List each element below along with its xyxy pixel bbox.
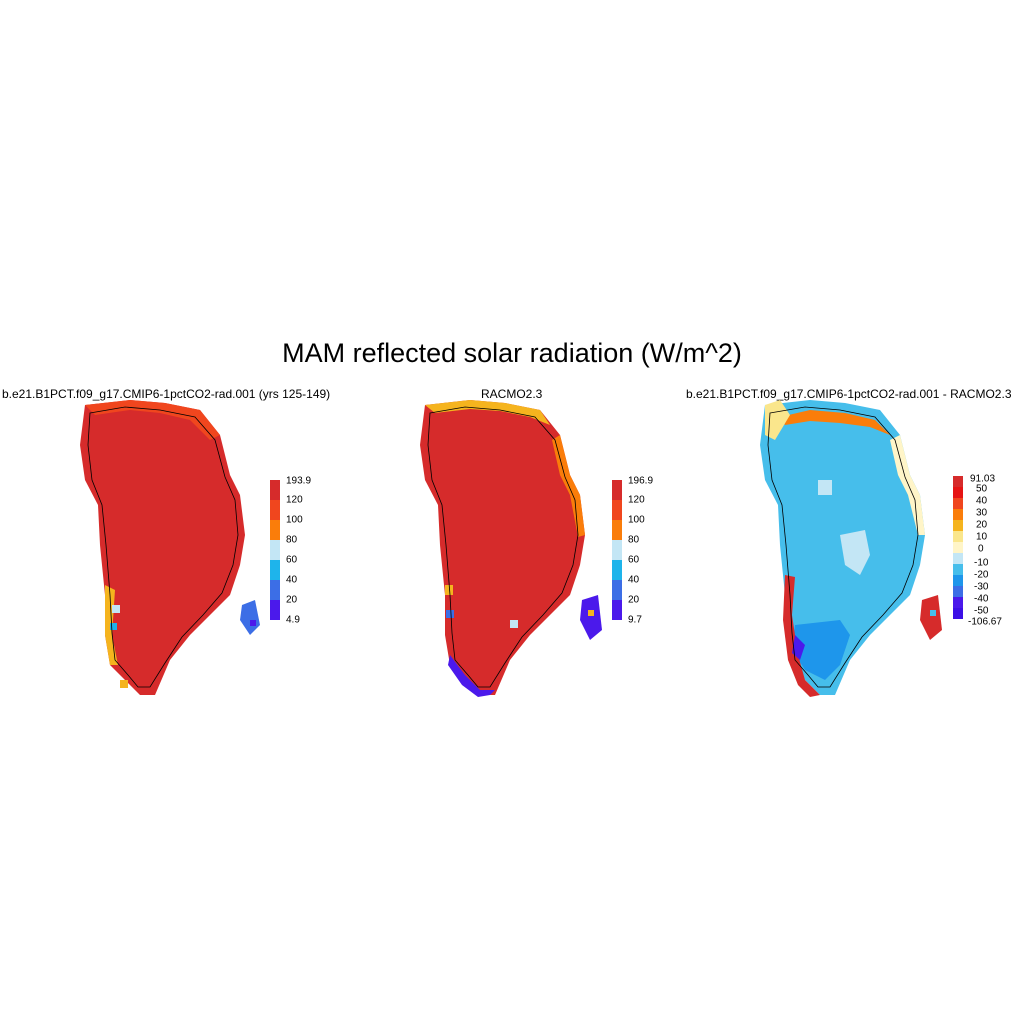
greenland-landmass	[80, 400, 245, 695]
edge-band-south	[792, 635, 805, 660]
colorbar-label: 50	[976, 483, 988, 495]
edge-pixel	[110, 623, 117, 630]
colorbar-swatch	[953, 498, 963, 509]
edge-band-south	[448, 655, 495, 697]
colorbar-label: 20	[286, 594, 298, 606]
colorbar-label: 60	[286, 554, 298, 566]
colorbar-label: 0	[978, 543, 984, 555]
colorbar-label: -106.67	[968, 616, 1002, 628]
south-region	[792, 620, 850, 680]
edge-band-north	[85, 400, 220, 440]
colorbar-label: 120	[286, 494, 303, 506]
colorbar-label: -40	[974, 593, 989, 605]
colorbar-label: -30	[974, 581, 989, 593]
island-east	[240, 600, 260, 635]
colorbar-label: 30	[976, 507, 988, 519]
colorbar-swatch	[953, 586, 963, 597]
colorbar-swatch	[953, 597, 963, 608]
colorbar-label: 40	[286, 574, 298, 586]
coastline	[87, 406, 239, 688]
panel-title-model: b.e21.B1PCT.f09_g17.CMIP6-1pctCO2-rad.00…	[2, 387, 331, 401]
greenland-landmass	[420, 400, 585, 695]
colorbar-label: -20	[974, 569, 989, 581]
colorbar-label: 60	[628, 554, 640, 566]
colorbar-label: 9.7	[628, 614, 642, 626]
colorbar-swatch	[953, 608, 963, 619]
colorbar-label: 20	[976, 519, 988, 531]
edge-pixel	[930, 610, 936, 616]
colorbar-label: 4.9	[286, 614, 300, 626]
colorbar-swatch	[953, 553, 963, 564]
edge-band-north	[780, 410, 890, 435]
coastline	[427, 406, 579, 688]
colorbar-label: 40	[976, 495, 988, 507]
colorbar-label: 80	[286, 534, 298, 546]
colorbar-label: 10	[976, 531, 988, 543]
colorbar-swatch	[953, 542, 963, 553]
colorbar-swatch	[612, 500, 622, 520]
colorbar-swatch	[953, 509, 963, 520]
colorbar-swatch	[953, 531, 963, 542]
edge-pixel	[250, 620, 256, 626]
colorbar-swatch	[953, 487, 963, 498]
colorbar-swatch	[953, 575, 963, 586]
colorbar-swatch	[953, 520, 963, 531]
colorbar-label: 100	[286, 514, 303, 526]
edge-band-north-light	[765, 400, 790, 440]
colorbar-label: 196.9	[628, 475, 654, 487]
colorbar-swatch	[270, 580, 280, 600]
colorbar-label: 193.9	[286, 475, 312, 487]
colorbar-swatch	[953, 476, 963, 487]
island-east	[580, 595, 602, 640]
colorbar-swatch	[612, 480, 622, 500]
edge-pixel	[445, 585, 453, 595]
colorbar-swatch	[270, 500, 280, 520]
colorbar-label: 100	[628, 514, 645, 526]
island-east	[920, 595, 942, 640]
edge-band-southwest	[783, 575, 820, 697]
panel-title-difference: b.e21.B1PCT.f09_g17.CMIP6-1pctCO2-rad.00…	[686, 387, 1012, 401]
edge-pixel	[588, 610, 594, 616]
edge-pixel	[510, 620, 518, 628]
interior-light-patch	[840, 530, 870, 575]
colorbar-label: 80	[628, 534, 640, 546]
colorbar-swatch	[270, 560, 280, 580]
edge-pixel	[112, 605, 120, 613]
panel-title-racmo: RACMO2.3	[481, 387, 543, 401]
colorbar-swatch	[612, 540, 622, 560]
colorbar-swatch	[270, 600, 280, 620]
colorbar-swatch	[953, 564, 963, 575]
colorbar-swatch	[612, 600, 622, 620]
colorbar-swatch	[270, 540, 280, 560]
map-racmo	[420, 400, 602, 697]
colorbar-swatch	[270, 520, 280, 540]
colorbar-label: -10	[974, 557, 989, 569]
colorbar-label: 40	[628, 574, 640, 586]
colorbar-label: -50	[974, 605, 989, 617]
edge-pixel	[120, 680, 128, 688]
edge-pixel	[446, 610, 454, 618]
interior-light-patch	[818, 480, 832, 495]
colorbar-label: 120	[628, 494, 645, 506]
edge-band-north	[425, 400, 550, 425]
colorbar-swatch	[612, 560, 622, 580]
colorbar-label: 20	[628, 594, 640, 606]
coastline	[767, 406, 919, 688]
map-difference	[760, 400, 942, 697]
colorbar-swatch	[612, 580, 622, 600]
colorbar-swatch	[270, 480, 280, 500]
figure-title: MAM reflected solar radiation (W/m^2)	[282, 338, 742, 368]
map-model	[80, 400, 260, 695]
colorbar-label: 91.03	[970, 473, 996, 485]
colorbar-swatch	[612, 520, 622, 540]
